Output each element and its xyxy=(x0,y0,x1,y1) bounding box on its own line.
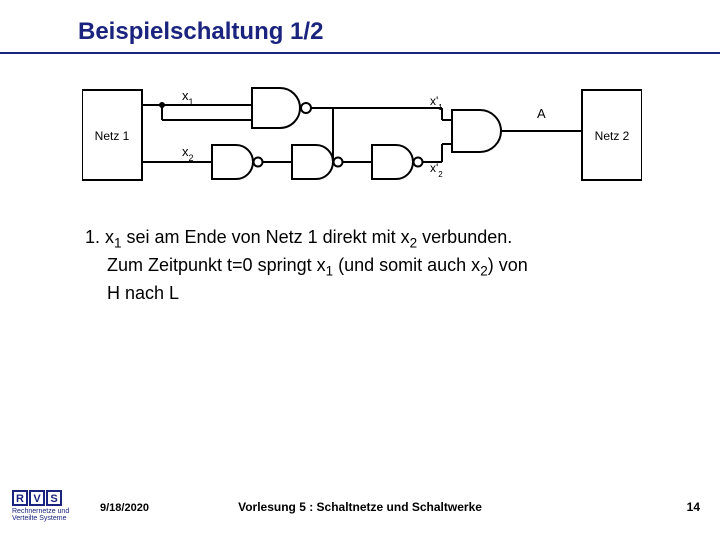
t: 1. x xyxy=(85,227,114,247)
t: Zum Zeitpunkt t=0 springt x xyxy=(107,255,326,275)
body-line2: Zum Zeitpunkt t=0 springt x1 (und somit … xyxy=(85,253,528,281)
t: 2 xyxy=(480,263,488,278)
footer-title: Vorlesung 5 : Schaltnetze und Schaltwerk… xyxy=(0,500,720,514)
gate-and4-bubble xyxy=(414,158,423,167)
body-line3: H nach L xyxy=(85,281,179,305)
t: 1 xyxy=(326,263,334,278)
body-text: 1. x1 sei am Ende von Netz 1 direkt mit … xyxy=(85,225,645,305)
footer-page-number: 14 xyxy=(687,500,700,514)
circuit-diagram: Netz 1 Netz 2 x1 x2 xyxy=(82,70,642,200)
t: sei am Ende von Netz 1 direkt mit x xyxy=(122,227,410,247)
netz2-label: Netz 2 xyxy=(595,129,630,143)
gate-and3-bubble xyxy=(334,158,343,167)
gate-and4 xyxy=(372,145,413,179)
netz1-label: Netz 1 xyxy=(95,129,130,143)
slide-title: Beispielschaltung 1/2 xyxy=(78,18,323,46)
gate-and5 xyxy=(452,110,501,152)
footer: R V S Rechnernetze und Verteilte Systeme… xyxy=(0,488,720,528)
gate-and1 xyxy=(252,88,300,128)
t: verbunden. xyxy=(417,227,512,247)
gate-and2 xyxy=(212,145,253,179)
gate-and1-bubble xyxy=(301,103,311,113)
body-line1: 1. x1 sei am Ende von Netz 1 direkt mit … xyxy=(85,227,512,247)
t: ) von xyxy=(488,255,528,275)
label-x2p: x'2 xyxy=(430,161,443,179)
gate-and2-bubble xyxy=(254,158,263,167)
gate-and3 xyxy=(292,145,333,179)
label-x2: x2 xyxy=(182,144,194,163)
t: 1 xyxy=(114,236,122,251)
t: (und somit auch x xyxy=(333,255,480,275)
label-A: A xyxy=(537,106,546,121)
t: Verteilte Systeme xyxy=(12,515,66,522)
title-underline xyxy=(0,52,720,54)
